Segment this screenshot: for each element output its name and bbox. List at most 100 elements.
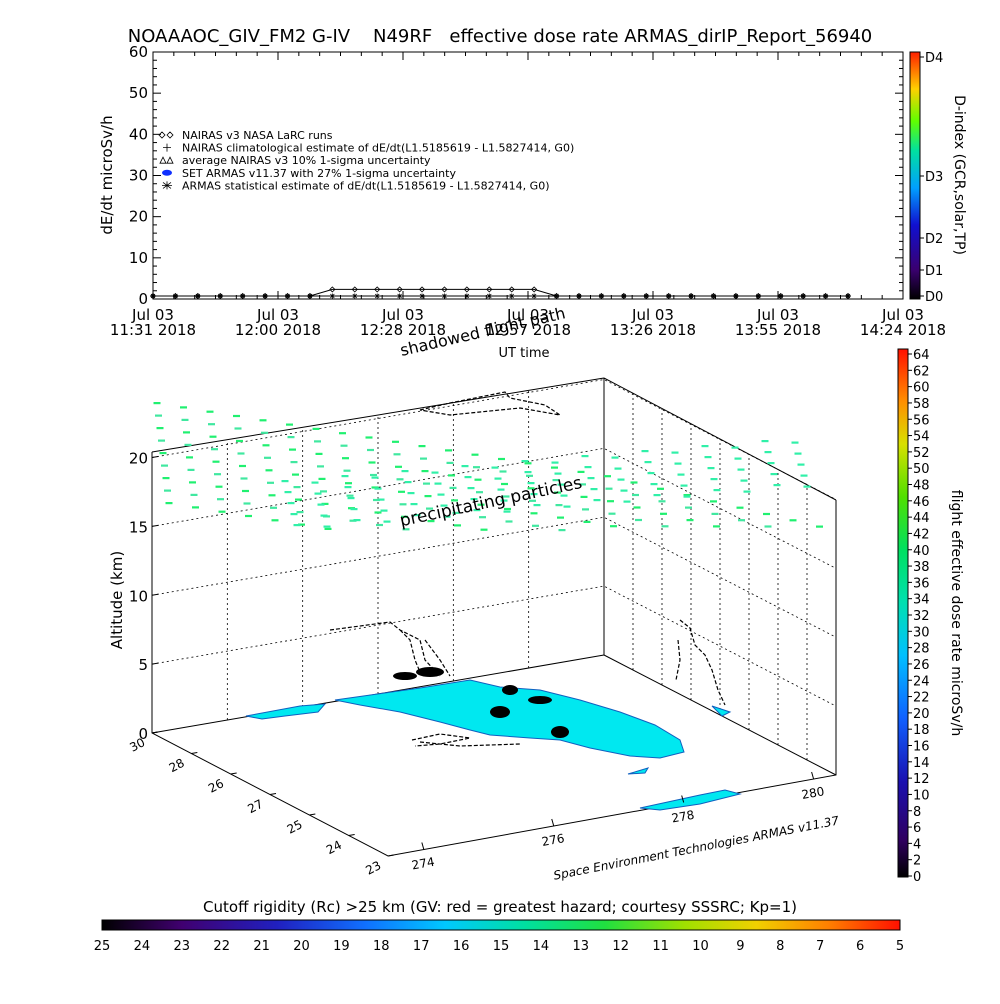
particle-marker bbox=[464, 476, 472, 479]
particle-marker bbox=[180, 406, 187, 409]
dense-track-marker bbox=[551, 726, 569, 738]
particle-marker bbox=[471, 453, 479, 456]
dose-tick-label: 12 bbox=[913, 772, 930, 787]
particle-marker bbox=[611, 456, 619, 459]
particle-marker bbox=[470, 498, 478, 501]
particle-marker bbox=[557, 516, 564, 519]
particle-marker bbox=[610, 525, 617, 528]
particle-marker bbox=[367, 448, 374, 452]
particle-marker bbox=[604, 475, 611, 478]
particle-marker bbox=[797, 463, 805, 466]
particle-marker bbox=[736, 506, 744, 509]
nairas-point bbox=[531, 286, 538, 293]
particle-marker bbox=[217, 498, 224, 501]
flight-3d-panel: 0 5 10 15 20 30 28 26 27 25 24 23 274 276 278 280 Alt… bbox=[108, 303, 841, 882]
particle-marker bbox=[186, 456, 193, 459]
legend-label: average NAIRAS v3 10% 1-sigma uncertaint… bbox=[182, 154, 431, 167]
particle-marker bbox=[445, 449, 452, 452]
grid-line bbox=[151, 516, 837, 638]
particle-marker bbox=[590, 488, 598, 491]
particle-marker bbox=[373, 498, 380, 502]
particle-marker bbox=[317, 503, 325, 506]
dose-tick-label: 32 bbox=[913, 609, 930, 624]
cutoff-tick-label: 23 bbox=[174, 939, 191, 954]
particle-marker bbox=[267, 481, 274, 484]
particle-marker bbox=[789, 519, 797, 522]
legend-entry: NAIRAS v3 NASA LaRC runs bbox=[158, 129, 333, 142]
latitude-tick-label: 27 bbox=[245, 797, 265, 816]
particle-marker bbox=[701, 445, 709, 448]
y-tick-label: 30 bbox=[129, 167, 148, 185]
dose-tick-label: 42 bbox=[913, 527, 930, 542]
particle-marker bbox=[240, 477, 248, 480]
particle-marker bbox=[401, 470, 409, 473]
particle-marker bbox=[418, 445, 426, 448]
y-tick-label: 50 bbox=[129, 84, 148, 102]
particle-marker bbox=[339, 432, 346, 435]
latitude-tick-label: 23 bbox=[363, 858, 383, 877]
particle-marker bbox=[674, 462, 682, 465]
flight-path bbox=[329, 391, 726, 747]
dense-track-marker bbox=[490, 706, 510, 718]
x-tick-label-time: 12:28 2018 bbox=[360, 321, 446, 339]
particle-marker bbox=[270, 506, 277, 509]
time-series-y-label: dE/dt microSv/h bbox=[98, 115, 116, 234]
cutoff-tick-label: 12 bbox=[612, 939, 629, 954]
particle-marker bbox=[286, 423, 293, 426]
particle-marker bbox=[530, 512, 538, 515]
particle-marker bbox=[503, 510, 511, 513]
particle-marker bbox=[340, 444, 348, 447]
particle-marker bbox=[350, 508, 358, 511]
particle-marker bbox=[259, 419, 267, 422]
particle-marker bbox=[647, 472, 655, 475]
dose-tick-label: 2 bbox=[913, 854, 921, 869]
dense-track-marker bbox=[416, 667, 444, 677]
particle-marker bbox=[710, 500, 717, 503]
particle-marker bbox=[443, 515, 451, 518]
3d-grid-lines bbox=[151, 379, 837, 760]
dense-track-marker bbox=[502, 685, 518, 695]
dose-tick-label: 40 bbox=[913, 544, 930, 559]
particle-marker bbox=[437, 493, 445, 496]
altitude-tick-label: 10 bbox=[129, 587, 148, 605]
particle-marker bbox=[342, 457, 349, 460]
altitude-tick-label: 5 bbox=[138, 656, 148, 674]
x-tick-label-time: 13:55 2018 bbox=[735, 321, 821, 339]
particle-marker bbox=[396, 478, 404, 481]
particle-marker bbox=[551, 466, 558, 469]
particle-marker bbox=[345, 482, 352, 485]
cutoff-tick-label: 22 bbox=[213, 939, 230, 954]
particle-marker bbox=[608, 512, 616, 515]
longitude-tick-label: 276 bbox=[541, 831, 566, 849]
latitude-tick-label: 26 bbox=[206, 776, 226, 795]
3d-latitude-ticks: 30 28 26 27 25 24 23 bbox=[127, 731, 395, 878]
particle-marker bbox=[208, 423, 215, 426]
latitude-tick-mark bbox=[269, 793, 277, 795]
particle-marker bbox=[314, 492, 322, 495]
particle-marker bbox=[711, 512, 719, 515]
legend-label: NAIRAS v3 NASA LaRC runs bbox=[182, 129, 333, 142]
particle-marker bbox=[376, 523, 383, 527]
x-tick-label-time: 11:31 2018 bbox=[110, 321, 196, 339]
particle-marker bbox=[710, 478, 718, 481]
particle-marker bbox=[657, 487, 664, 490]
particle-marker bbox=[211, 448, 218, 451]
dense-track-marker bbox=[393, 672, 417, 680]
particle-marker bbox=[527, 487, 535, 490]
particle-marker bbox=[323, 525, 331, 528]
altitude-tick-mark bbox=[151, 456, 159, 459]
particle-marker bbox=[261, 431, 268, 434]
dose-tick-label: 10 bbox=[913, 788, 930, 803]
particle-marker bbox=[320, 490, 327, 493]
particle-marker bbox=[524, 462, 532, 465]
particle-marker bbox=[153, 402, 161, 405]
particle-marker bbox=[505, 520, 513, 523]
cutoff-tick-label: 18 bbox=[373, 939, 390, 954]
particle-marker bbox=[504, 507, 511, 511]
particle-marker bbox=[557, 483, 565, 486]
y-tick-label: 20 bbox=[129, 208, 148, 226]
dindex-tick-label: D1 bbox=[925, 264, 943, 279]
chart-title: NOAAAOC_GIV_FM2 G-IV N49RF effective dos… bbox=[128, 26, 873, 47]
